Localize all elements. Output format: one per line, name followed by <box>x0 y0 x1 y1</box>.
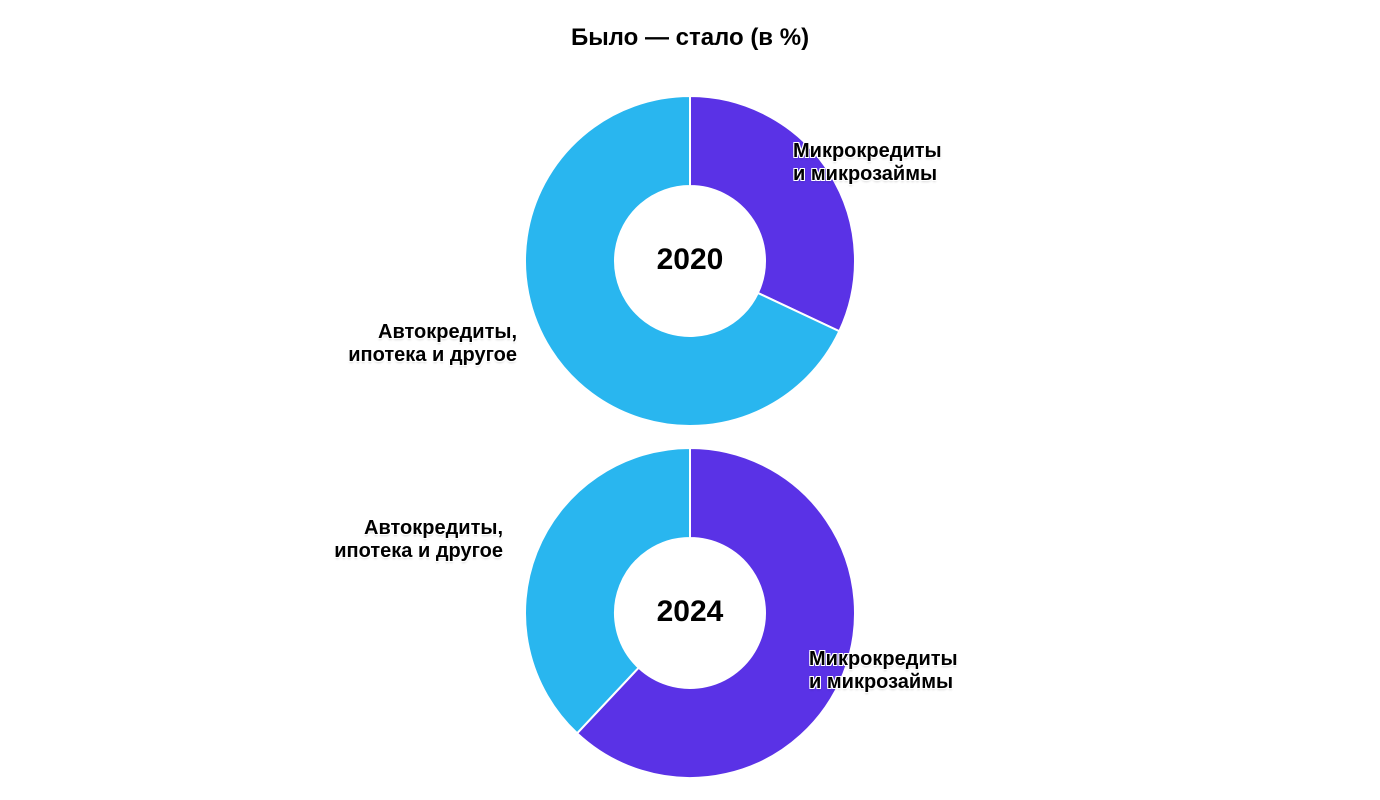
donut-chart-2024: 2024Микрокредиты и микрозаймыАвтокредиты… <box>525 448 855 778</box>
donut-center-label: 2024 <box>630 595 750 629</box>
donut-center-label: 2020 <box>630 243 750 277</box>
chart-title: Было — стало (в %) <box>0 24 1380 52</box>
segment-label-other: Автокредиты, ипотека и другое <box>334 517 503 563</box>
segment-label-micro: Микрокредиты и микрозаймы <box>793 140 942 186</box>
segment-label-other: Автокредиты, ипотека и другое <box>348 321 517 367</box>
donut-chart-2020: 2020Микрокредиты и микрозаймыАвтокредиты… <box>525 96 855 426</box>
donut-segment-micro <box>690 96 855 331</box>
segment-label-micro: Микрокредиты и микрозаймы <box>809 648 958 694</box>
